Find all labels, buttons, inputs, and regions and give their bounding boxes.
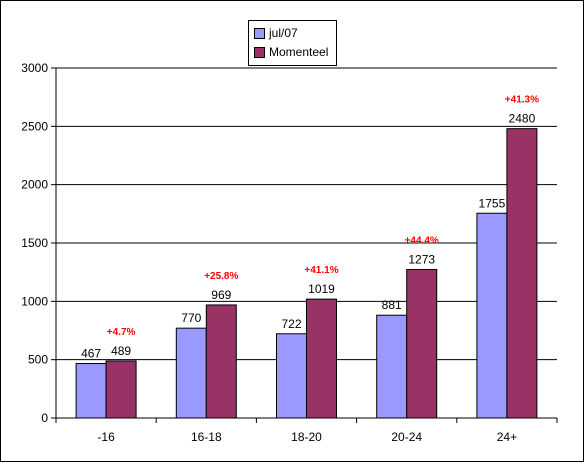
data-label-jul/07--16: 467 [81, 347, 101, 361]
data-label-jul/07-24+: 1755 [479, 196, 506, 210]
annotation--16: +4.7% [107, 327, 136, 338]
x-tick-label-16-18: 16-18 [191, 430, 222, 444]
y-tick-label-1500: 1500 [21, 236, 48, 250]
bar-Momenteel-20-24 [406, 268, 438, 419]
x-tick-label--16: -16 [97, 430, 115, 444]
annotation-16-18: +25.8% [204, 271, 238, 282]
bar-Momenteel--16 [105, 360, 137, 419]
y-tick-label-1000: 1000 [21, 294, 48, 308]
bar-Momenteel-16-18 [205, 304, 237, 419]
y-tick-label-2000: 2000 [21, 178, 48, 192]
data-label-Momenteel-24+: 2480 [509, 112, 536, 126]
legend-swatch-jul07 [254, 27, 265, 39]
y-tick-label-0: 0 [41, 411, 48, 425]
legend-label-momenteel: Momenteel [269, 45, 329, 59]
bar-jul/07-24+ [476, 212, 508, 419]
legend-label-jul07: jul/07 [269, 26, 298, 40]
bar-jul/07--16 [75, 363, 107, 419]
data-label-Momenteel--16: 489 [111, 344, 131, 358]
bar-Momenteel-18-20 [306, 298, 337, 419]
data-label-Momenteel-18-20: 1019 [308, 282, 335, 296]
legend-swatch-momenteel [254, 46, 265, 58]
annotation-20-24: +44.4% [405, 235, 439, 246]
legend-item-momenteel: Momenteel [254, 44, 328, 60]
data-label-Momenteel-20-24: 1273 [408, 252, 435, 266]
legend-item-jul07: jul/07 [254, 25, 298, 41]
y-tick-label-500: 500 [28, 353, 48, 367]
data-label-jul/07-16-18: 770 [181, 311, 201, 325]
bar-jul/07-18-20 [276, 333, 307, 419]
data-label-jul/07-18-20: 722 [281, 317, 301, 331]
data-label-Momenteel-16-18: 969 [211, 288, 231, 302]
bar-jul/07-16-18 [175, 327, 207, 419]
x-tick-label-24+: 24+ [497, 430, 517, 444]
data-label-jul/07-20-24: 881 [382, 298, 402, 312]
x-tick-label-18-20: 18-20 [291, 430, 322, 444]
bar-jul/07-20-24 [376, 314, 408, 419]
legend: jul/07 Momenteel [248, 20, 337, 66]
bar-Momenteel-24+ [506, 128, 538, 419]
y-tick-label-2500: 2500 [21, 119, 48, 133]
y-tick-label-3000: 3000 [21, 61, 48, 75]
annotation-18-20: +41.1% [304, 265, 338, 276]
x-tick-label-20-24: 20-24 [391, 430, 422, 444]
annotation-24+: +41.3% [505, 95, 539, 106]
